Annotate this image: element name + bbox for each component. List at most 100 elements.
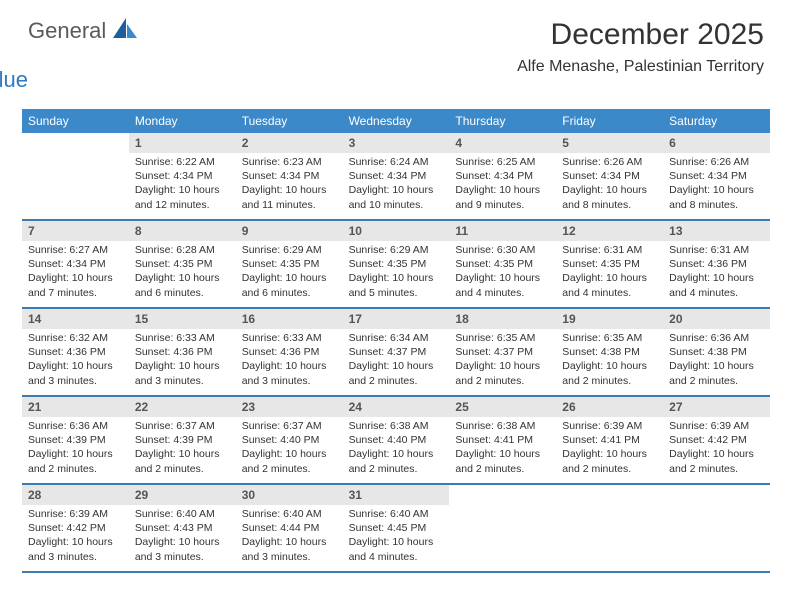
sunrise-text: Sunrise: 6:27 AM (28, 243, 123, 257)
sunrise-text: Sunrise: 6:40 AM (135, 507, 230, 521)
sunrise-text: Sunrise: 6:39 AM (562, 419, 657, 433)
day-body: Sunrise: 6:35 AMSunset: 4:37 PMDaylight:… (449, 329, 556, 392)
day-text: Daylight: 10 hours and 2 minutes. (135, 447, 230, 475)
day-text: Daylight: 10 hours and 3 minutes. (135, 359, 230, 387)
sunset-text: Sunset: 4:43 PM (135, 521, 230, 535)
day-text: Daylight: 10 hours and 4 minutes. (669, 271, 764, 299)
day-text: Daylight: 10 hours and 9 minutes. (455, 183, 550, 211)
day-cell: 25Sunrise: 6:38 AMSunset: 4:41 PMDayligh… (449, 397, 556, 483)
day-text: Daylight: 10 hours and 2 minutes. (669, 359, 764, 387)
sunset-text: Sunset: 4:37 PM (349, 345, 444, 359)
day-cell: 16Sunrise: 6:33 AMSunset: 4:36 PMDayligh… (236, 309, 343, 395)
sunset-text: Sunset: 4:34 PM (455, 169, 550, 183)
day-cell: 7Sunrise: 6:27 AMSunset: 4:34 PMDaylight… (22, 221, 129, 307)
day-text: Daylight: 10 hours and 4 minutes. (562, 271, 657, 299)
sunrise-text: Sunrise: 6:36 AM (669, 331, 764, 345)
day-text: Daylight: 10 hours and 2 minutes. (349, 359, 444, 387)
day-cell: 12Sunrise: 6:31 AMSunset: 4:35 PMDayligh… (556, 221, 663, 307)
day-number: 31 (343, 485, 450, 505)
day-text: Daylight: 10 hours and 12 minutes. (135, 183, 230, 211)
day-body: Sunrise: 6:40 AMSunset: 4:43 PMDaylight:… (129, 505, 236, 568)
day-body: Sunrise: 6:29 AMSunset: 4:35 PMDaylight:… (343, 241, 450, 304)
brand-blue: Blue (0, 67, 139, 93)
day-body: Sunrise: 6:27 AMSunset: 4:34 PMDaylight:… (22, 241, 129, 304)
day-number: 9 (236, 221, 343, 241)
title-block: December 2025 Alfe Menashe, Palestinian … (517, 18, 764, 76)
day-text: Daylight: 10 hours and 2 minutes. (669, 447, 764, 475)
day-cell: 13Sunrise: 6:31 AMSunset: 4:36 PMDayligh… (663, 221, 770, 307)
sunset-text: Sunset: 4:36 PM (28, 345, 123, 359)
day-cell: 3Sunrise: 6:24 AMSunset: 4:34 PMDaylight… (343, 133, 450, 219)
day-body: Sunrise: 6:24 AMSunset: 4:34 PMDaylight:… (343, 153, 450, 216)
day-number: 26 (556, 397, 663, 417)
day-body: Sunrise: 6:39 AMSunset: 4:42 PMDaylight:… (22, 505, 129, 568)
day-body: Sunrise: 6:30 AMSunset: 4:35 PMDaylight:… (449, 241, 556, 304)
sunset-text: Sunset: 4:35 PM (455, 257, 550, 271)
day-cell: 14Sunrise: 6:32 AMSunset: 4:36 PMDayligh… (22, 309, 129, 395)
day-number: 29 (129, 485, 236, 505)
day-text: Daylight: 10 hours and 2 minutes. (562, 359, 657, 387)
day-body: Sunrise: 6:38 AMSunset: 4:40 PMDaylight:… (343, 417, 450, 480)
sunset-text: Sunset: 4:35 PM (562, 257, 657, 271)
sunrise-text: Sunrise: 6:31 AM (669, 243, 764, 257)
day-number: 16 (236, 309, 343, 329)
day-number: 14 (22, 309, 129, 329)
empty-cell (449, 485, 556, 571)
day-body: Sunrise: 6:39 AMSunset: 4:42 PMDaylight:… (663, 417, 770, 480)
day-number: 27 (663, 397, 770, 417)
day-text: Daylight: 10 hours and 2 minutes. (455, 359, 550, 387)
sunrise-text: Sunrise: 6:39 AM (28, 507, 123, 521)
sunset-text: Sunset: 4:41 PM (562, 433, 657, 447)
day-cell: 15Sunrise: 6:33 AMSunset: 4:36 PMDayligh… (129, 309, 236, 395)
day-number: 1 (129, 133, 236, 153)
day-text: Daylight: 10 hours and 4 minutes. (455, 271, 550, 299)
day-number: 2 (236, 133, 343, 153)
weekday-label: Tuesday (236, 109, 343, 133)
day-number: 12 (556, 221, 663, 241)
day-number: 21 (22, 397, 129, 417)
day-text: Daylight: 10 hours and 10 minutes. (349, 183, 444, 211)
weekday-label: Friday (556, 109, 663, 133)
sunrise-text: Sunrise: 6:32 AM (28, 331, 123, 345)
sunset-text: Sunset: 4:38 PM (669, 345, 764, 359)
day-number: 17 (343, 309, 450, 329)
day-number: 11 (449, 221, 556, 241)
day-cell: 23Sunrise: 6:37 AMSunset: 4:40 PMDayligh… (236, 397, 343, 483)
sunrise-text: Sunrise: 6:35 AM (455, 331, 550, 345)
day-number: 7 (22, 221, 129, 241)
day-text: Daylight: 10 hours and 2 minutes. (349, 447, 444, 475)
day-body: Sunrise: 6:26 AMSunset: 4:34 PMDaylight:… (556, 153, 663, 216)
sunrise-text: Sunrise: 6:40 AM (242, 507, 337, 521)
sunrise-text: Sunrise: 6:29 AM (242, 243, 337, 257)
day-number: 10 (343, 221, 450, 241)
day-text: Daylight: 10 hours and 7 minutes. (28, 271, 123, 299)
day-cell: 22Sunrise: 6:37 AMSunset: 4:39 PMDayligh… (129, 397, 236, 483)
day-cell: 2Sunrise: 6:23 AMSunset: 4:34 PMDaylight… (236, 133, 343, 219)
day-cell: 30Sunrise: 6:40 AMSunset: 4:44 PMDayligh… (236, 485, 343, 571)
sunset-text: Sunset: 4:34 PM (135, 169, 230, 183)
sunrise-text: Sunrise: 6:29 AM (349, 243, 444, 257)
sunset-text: Sunset: 4:44 PM (242, 521, 337, 535)
day-body: Sunrise: 6:36 AMSunset: 4:38 PMDaylight:… (663, 329, 770, 392)
day-text: Daylight: 10 hours and 6 minutes. (242, 271, 337, 299)
sunset-text: Sunset: 4:40 PM (242, 433, 337, 447)
day-number: 28 (22, 485, 129, 505)
day-number: 20 (663, 309, 770, 329)
day-text: Daylight: 10 hours and 3 minutes. (28, 535, 123, 563)
day-body: Sunrise: 6:37 AMSunset: 4:40 PMDaylight:… (236, 417, 343, 480)
sunrise-text: Sunrise: 6:40 AM (349, 507, 444, 521)
day-text: Daylight: 10 hours and 8 minutes. (669, 183, 764, 211)
day-cell: 19Sunrise: 6:35 AMSunset: 4:38 PMDayligh… (556, 309, 663, 395)
day-number: 4 (449, 133, 556, 153)
sunset-text: Sunset: 4:35 PM (135, 257, 230, 271)
day-body: Sunrise: 6:26 AMSunset: 4:34 PMDaylight:… (663, 153, 770, 216)
day-text: Daylight: 10 hours and 6 minutes. (135, 271, 230, 299)
day-body: Sunrise: 6:34 AMSunset: 4:37 PMDaylight:… (343, 329, 450, 392)
sunrise-text: Sunrise: 6:37 AM (242, 419, 337, 433)
sunset-text: Sunset: 4:34 PM (562, 169, 657, 183)
day-cell: 8Sunrise: 6:28 AMSunset: 4:35 PMDaylight… (129, 221, 236, 307)
day-number: 25 (449, 397, 556, 417)
day-body: Sunrise: 6:36 AMSunset: 4:39 PMDaylight:… (22, 417, 129, 480)
week-row: 21Sunrise: 6:36 AMSunset: 4:39 PMDayligh… (22, 397, 770, 485)
day-number: 6 (663, 133, 770, 153)
